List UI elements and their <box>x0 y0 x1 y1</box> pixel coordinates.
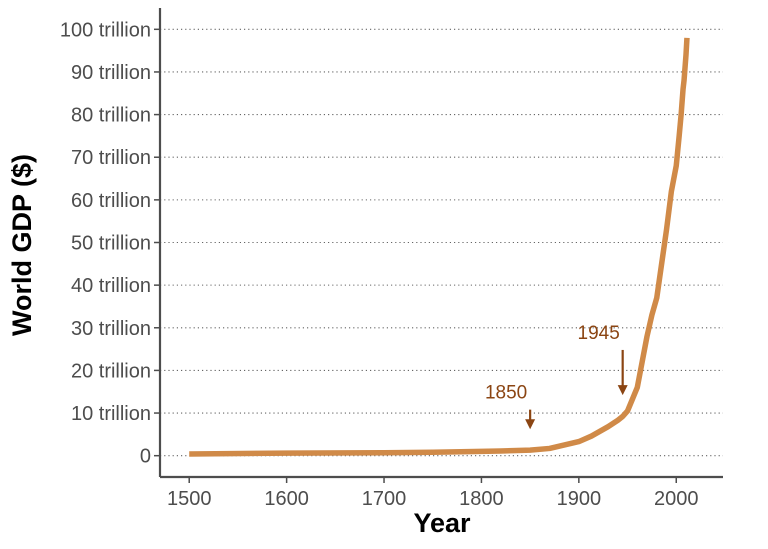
x-tick-label: 2000 <box>654 488 699 510</box>
data-point <box>681 78 686 83</box>
series-line <box>189 37 690 457</box>
y-tick-label: 50 trillion <box>71 233 151 255</box>
data-point <box>649 312 654 317</box>
data-point <box>430 450 435 455</box>
y-tick-label: 100 trillion <box>60 19 151 41</box>
data-point <box>678 112 683 117</box>
data-point <box>381 450 386 455</box>
series-layer <box>187 35 690 457</box>
data-point <box>669 189 674 194</box>
data-point <box>527 447 532 452</box>
data-point <box>625 408 630 413</box>
data-point <box>479 449 484 454</box>
y-axis-title: World GDP ($) <box>7 154 37 336</box>
data-point <box>615 418 620 423</box>
annotation-label: 1945 <box>578 323 620 344</box>
annotation-arrow-head <box>617 385 628 396</box>
data-point <box>639 359 644 364</box>
x-tick-label: 1800 <box>459 488 504 510</box>
data-point <box>635 385 640 390</box>
data-point <box>547 446 552 451</box>
annotations: 1850 1945 <box>485 323 628 430</box>
x-tick-label: 1500 <box>167 488 212 510</box>
y-tick-label: 60 trillion <box>71 190 151 212</box>
data-point <box>187 451 192 456</box>
y-tick-label: 80 trillion <box>71 105 151 127</box>
axes: 0 10 trillion 20 trillion 30 trillion 40 tri… <box>60 8 723 510</box>
y-tick-label: 30 trillion <box>71 318 151 340</box>
x-tick-label: 1600 <box>264 488 309 510</box>
y-tick-label: 0 <box>140 446 151 468</box>
data-point <box>620 414 625 419</box>
y-tick-label: 10 trillion <box>71 403 151 425</box>
data-point <box>576 439 581 444</box>
annotation-label: 1850 <box>485 383 527 404</box>
y-tick-label: 90 trillion <box>71 62 151 84</box>
data-point <box>589 433 594 438</box>
data-point <box>605 424 610 429</box>
data-point <box>680 86 685 91</box>
data-point <box>644 334 649 339</box>
data-point <box>674 163 679 168</box>
data-point <box>498 448 503 453</box>
x-tick-label: 1700 <box>362 488 407 510</box>
data-point <box>284 450 289 455</box>
annotation-arrow-head <box>525 419 536 430</box>
x-tick-label: 1900 <box>557 488 602 510</box>
data-point <box>684 35 689 40</box>
data-point <box>654 295 659 300</box>
data-point <box>659 261 664 266</box>
y-tick-label: 20 trillion <box>71 360 151 382</box>
y-tick-label: 70 trillion <box>71 147 151 169</box>
x-axis-title: Year <box>413 508 471 538</box>
data-point <box>683 52 688 57</box>
data-point <box>676 133 681 138</box>
gridlines <box>160 28 723 457</box>
data-point <box>664 227 669 232</box>
y-tick-label: 40 trillion <box>71 275 151 297</box>
